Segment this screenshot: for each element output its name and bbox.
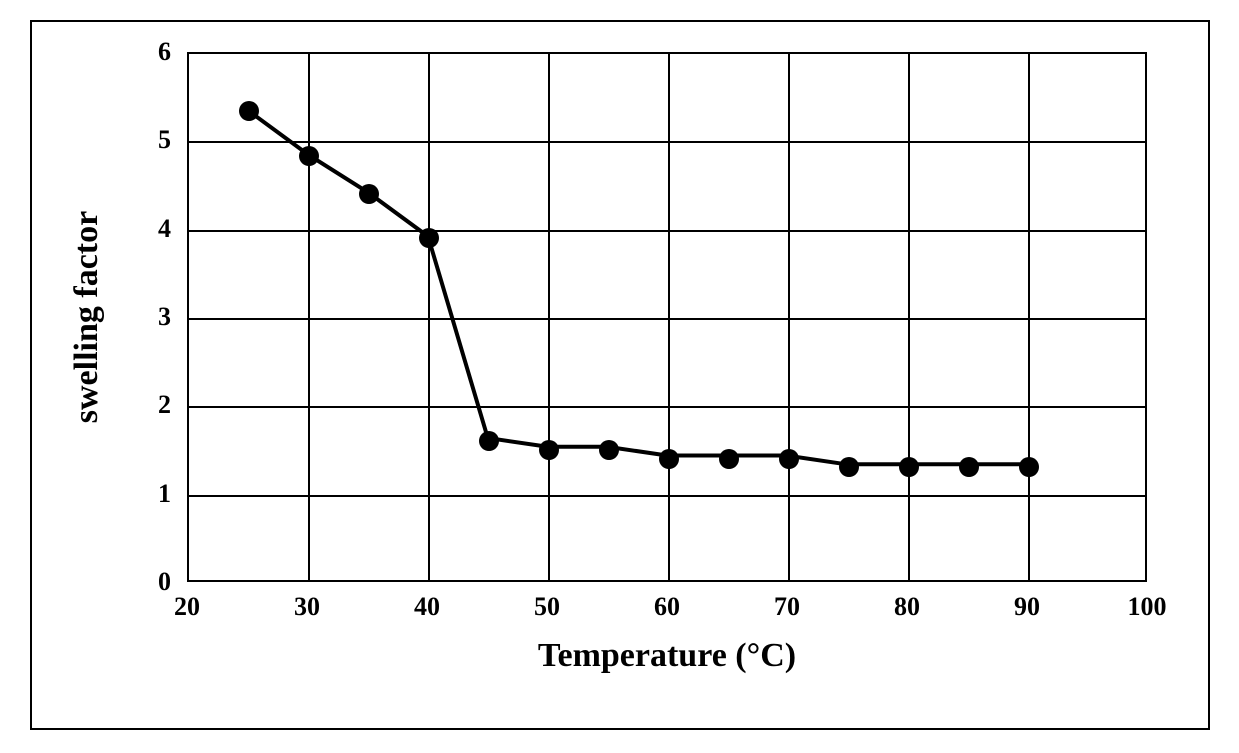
x-tick-label: 70 bbox=[774, 592, 800, 622]
grid-line-horizontal bbox=[189, 495, 1145, 497]
data-point bbox=[419, 228, 439, 248]
x-tick-label: 30 bbox=[294, 592, 320, 622]
grid-line-horizontal bbox=[189, 318, 1145, 320]
y-tick-label: 6 bbox=[158, 37, 171, 67]
grid-line-horizontal bbox=[189, 406, 1145, 408]
data-point bbox=[479, 431, 499, 451]
data-point bbox=[959, 457, 979, 477]
data-point bbox=[239, 101, 259, 121]
data-point bbox=[599, 440, 619, 460]
data-line-svg bbox=[189, 54, 1145, 580]
x-tick-label: 20 bbox=[174, 592, 200, 622]
data-point bbox=[1019, 457, 1039, 477]
data-point bbox=[539, 440, 559, 460]
y-tick-label: 3 bbox=[158, 302, 171, 332]
data-point bbox=[659, 449, 679, 469]
x-tick-label: 90 bbox=[1014, 592, 1040, 622]
y-tick-label: 5 bbox=[158, 125, 171, 155]
data-point bbox=[839, 457, 859, 477]
x-tick-label: 50 bbox=[534, 592, 560, 622]
data-point bbox=[299, 146, 319, 166]
grid-line-vertical bbox=[308, 54, 310, 580]
data-point bbox=[719, 449, 739, 469]
data-point bbox=[899, 457, 919, 477]
grid-line-vertical bbox=[428, 54, 430, 580]
grid-line-horizontal bbox=[189, 230, 1145, 232]
data-point bbox=[359, 184, 379, 204]
grid-line-vertical bbox=[668, 54, 670, 580]
chart-container: swelling factor Temperature (°C) 2030405… bbox=[30, 20, 1210, 730]
grid-line-vertical bbox=[788, 54, 790, 580]
grid-line-vertical bbox=[908, 54, 910, 580]
grid-line-horizontal bbox=[189, 141, 1145, 143]
x-tick-label: 100 bbox=[1128, 592, 1167, 622]
grid-line-vertical bbox=[1028, 54, 1030, 580]
x-tick-label: 60 bbox=[654, 592, 680, 622]
y-tick-label: 0 bbox=[158, 567, 171, 597]
grid-line-vertical bbox=[548, 54, 550, 580]
x-axis-label: Temperature (°C) bbox=[538, 637, 796, 675]
y-axis-label: swelling factor bbox=[68, 211, 106, 423]
x-tick-label: 80 bbox=[894, 592, 920, 622]
data-point bbox=[779, 449, 799, 469]
plot-area bbox=[187, 52, 1147, 582]
y-tick-label: 4 bbox=[158, 214, 171, 244]
x-tick-label: 40 bbox=[414, 592, 440, 622]
y-tick-label: 2 bbox=[158, 390, 171, 420]
y-tick-label: 1 bbox=[158, 479, 171, 509]
